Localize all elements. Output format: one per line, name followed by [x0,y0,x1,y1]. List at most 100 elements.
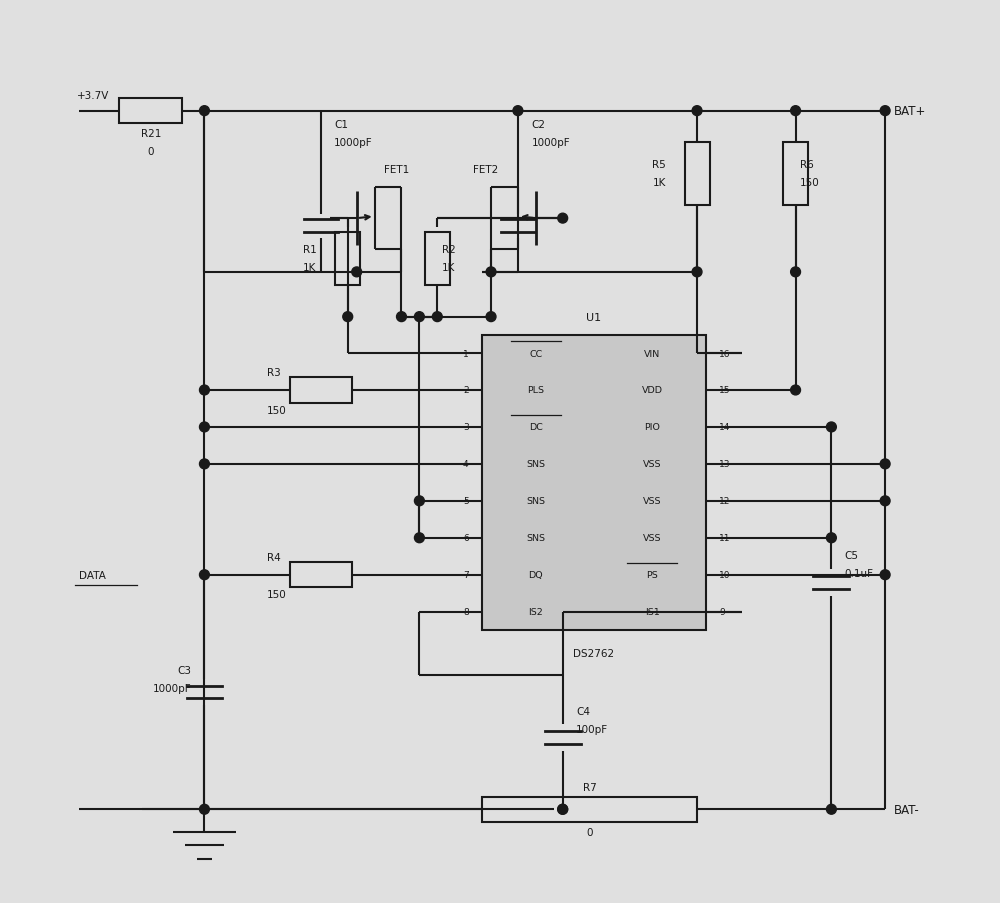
Circle shape [432,312,442,322]
Text: C3: C3 [177,665,191,675]
Text: VIN: VIN [644,349,660,358]
Circle shape [486,312,496,322]
Circle shape [558,214,568,224]
Text: R3: R3 [267,368,281,377]
Text: 5: 5 [463,497,469,506]
Circle shape [414,312,424,322]
Circle shape [352,267,362,277]
Text: SNS: SNS [526,460,545,469]
Text: 150: 150 [267,405,287,415]
Circle shape [826,805,836,815]
Text: 12: 12 [719,497,731,506]
Circle shape [826,423,836,433]
Text: 3: 3 [463,423,469,432]
Bar [290,378,352,403]
Circle shape [200,805,209,815]
Text: SNS: SNS [526,534,545,543]
Text: FET2: FET2 [473,164,498,174]
Text: 1000pF: 1000pF [334,138,373,148]
Text: R7: R7 [583,782,596,792]
Text: FET1: FET1 [384,164,409,174]
Circle shape [200,570,209,580]
Text: 11: 11 [719,534,731,543]
Text: DC: DC [529,423,543,432]
Text: C1: C1 [334,120,348,130]
Text: 0: 0 [147,147,154,157]
Circle shape [791,107,800,116]
Text: DATA: DATA [79,570,106,580]
Bar [425,232,450,286]
Circle shape [200,386,209,396]
Text: BAT-: BAT- [894,803,920,816]
Bar [290,563,352,588]
Text: 10: 10 [719,571,731,580]
Bar [482,335,706,630]
Text: 7: 7 [463,571,469,580]
Text: 13: 13 [719,460,731,469]
Text: U1: U1 [586,312,602,322]
Text: C4: C4 [576,706,590,716]
Text: C2: C2 [531,120,545,130]
Circle shape [486,267,496,277]
Bar [783,143,808,206]
Text: 4: 4 [463,460,469,469]
Circle shape [791,386,800,396]
Circle shape [513,107,523,116]
Text: C5: C5 [845,551,859,561]
Text: IS1: IS1 [645,608,660,617]
Circle shape [826,534,836,543]
Text: R1: R1 [303,246,316,256]
Text: VSS: VSS [643,497,662,506]
Circle shape [880,107,890,116]
Bar [482,796,697,822]
Text: PIO: PIO [644,423,660,432]
Text: 0: 0 [586,827,593,837]
Text: R4: R4 [267,553,281,563]
Text: +3.7V: +3.7V [77,90,110,100]
Text: CC: CC [529,349,542,358]
Bar [119,99,182,124]
Text: 8: 8 [463,608,469,617]
Text: 1: 1 [463,349,469,358]
Text: SNS: SNS [526,497,545,506]
Text: 0.1uF: 0.1uF [845,569,874,579]
Circle shape [414,497,424,507]
Circle shape [558,805,568,815]
Text: 2: 2 [463,386,469,395]
Text: 1K: 1K [442,263,455,273]
Text: VDD: VDD [642,386,663,395]
Circle shape [200,107,209,116]
Text: 14: 14 [719,423,731,432]
Text: 150: 150 [800,178,820,188]
Text: 16: 16 [719,349,731,358]
Text: 15: 15 [719,386,731,395]
Circle shape [200,423,209,433]
Text: R5: R5 [652,160,666,170]
Text: R6: R6 [800,160,814,170]
Text: 1K: 1K [303,263,316,273]
Circle shape [343,312,353,322]
Bar [335,232,360,286]
Bar [685,143,710,206]
Circle shape [397,312,406,322]
Circle shape [791,267,800,277]
Text: 100pF: 100pF [576,724,608,734]
Text: 6: 6 [463,534,469,543]
Text: 1000pF: 1000pF [531,138,570,148]
Circle shape [200,460,209,470]
Text: R2: R2 [442,246,456,256]
Text: 1000pF: 1000pF [152,683,191,693]
Circle shape [692,267,702,277]
Text: 1K: 1K [652,178,666,188]
Text: DQ: DQ [529,571,543,580]
Text: R21: R21 [141,129,161,139]
Text: DS2762: DS2762 [573,647,615,657]
Text: VSS: VSS [643,460,662,469]
Text: IS2: IS2 [528,608,543,617]
Text: PLS: PLS [527,386,544,395]
Text: VSS: VSS [643,534,662,543]
Circle shape [880,570,890,580]
Text: PS: PS [646,571,658,580]
Circle shape [414,534,424,543]
Circle shape [558,805,568,815]
